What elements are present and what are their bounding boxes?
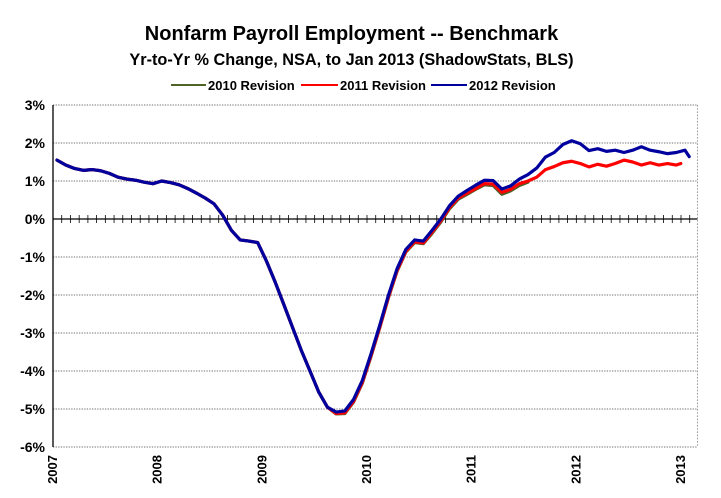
svg-text:2009: 2009	[254, 455, 269, 484]
svg-text:-1%: -1%	[20, 249, 45, 265]
svg-text:2012: 2012	[568, 455, 583, 484]
svg-text:3%: 3%	[25, 97, 46, 113]
svg-text:2013: 2013	[673, 455, 688, 484]
svg-text:1%: 1%	[25, 173, 46, 189]
svg-text:0%: 0%	[25, 211, 46, 227]
svg-text:-3%: -3%	[20, 325, 45, 341]
svg-text:2008: 2008	[150, 455, 165, 484]
svg-text:2011: 2011	[464, 455, 479, 483]
svg-text:-5%: -5%	[20, 401, 45, 417]
svg-text:-4%: -4%	[20, 363, 45, 379]
svg-text:2010: 2010	[359, 455, 374, 484]
svg-text:2%: 2%	[25, 135, 46, 151]
svg-text:2007: 2007	[45, 455, 60, 484]
svg-text:-2%: -2%	[20, 287, 45, 303]
svg-text:-6%: -6%	[20, 439, 45, 455]
